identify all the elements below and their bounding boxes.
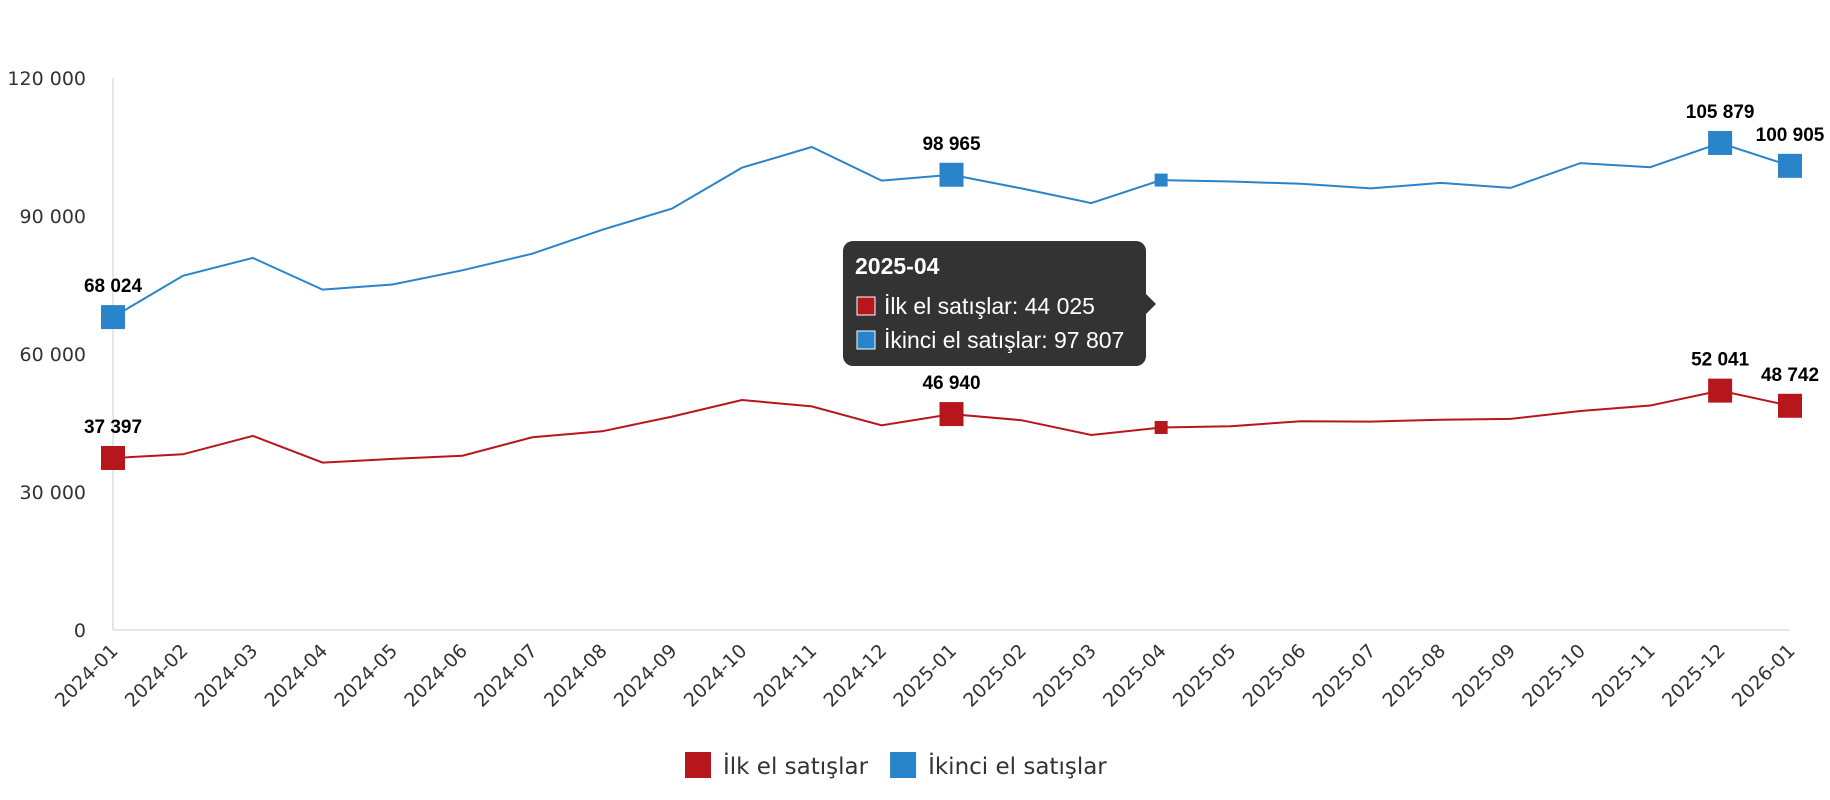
- x-tick-label: 2024-04: [260, 640, 332, 712]
- x-tick-label: 2024-03: [191, 640, 263, 712]
- tooltip-pointer: [1145, 293, 1156, 315]
- legend-swatch[interactable]: [890, 752, 917, 778]
- legend-item-label[interactable]: İkinci el satışlar: [928, 752, 1107, 780]
- x-tick-label: 2024-05: [330, 640, 402, 712]
- tooltip-box: [843, 241, 1146, 366]
- x-tick-label: 2025-03: [1029, 640, 1101, 712]
- x-tick-label: 2024-06: [400, 640, 472, 712]
- x-tick-label: 2025-12: [1658, 640, 1730, 712]
- data-marker[interactable]: [939, 402, 964, 427]
- x-tick-label: 2024-01: [51, 640, 123, 712]
- data-label: 52 041: [1691, 350, 1750, 371]
- data-markers[interactable]: [101, 130, 1802, 470]
- data-marker[interactable]: [101, 445, 125, 470]
- hover-marker[interactable]: [1154, 420, 1168, 434]
- x-tick-label: 2024-02: [121, 640, 193, 712]
- x-tick-label: 2024-07: [470, 640, 542, 712]
- data-marker[interactable]: [1778, 153, 1802, 178]
- data-marker[interactable]: [101, 305, 125, 330]
- data-marker[interactable]: [939, 162, 964, 187]
- legend[interactable]: İlk el satışlar İkinci el satışlar: [685, 752, 1107, 780]
- x-tick-label: 2025-10: [1518, 640, 1590, 712]
- x-tick-label: 2024-10: [680, 640, 752, 712]
- data-marker[interactable]: [1708, 378, 1733, 403]
- data-label: 37 397: [84, 417, 142, 438]
- x-tick-label: 2025-06: [1239, 640, 1311, 712]
- data-label: 100 905: [1756, 125, 1825, 146]
- x-tick-label: 2025-02: [959, 640, 1031, 712]
- x-tick-label: 2025-01: [889, 640, 961, 712]
- y-tick-label: 0: [74, 620, 86, 642]
- tooltip-swatch: [856, 330, 876, 350]
- data-label: 105 879: [1686, 102, 1755, 123]
- tooltip-title: 2025-04: [855, 253, 940, 279]
- data-marker[interactable]: [1708, 130, 1733, 155]
- y-tick-label: 90 000: [20, 206, 86, 228]
- tooltip: 2025-04 İlk el satışlar: 44 025 İkinci el …: [843, 241, 1156, 366]
- data-marker[interactable]: [1778, 393, 1802, 418]
- x-tick-label: 2025-09: [1448, 640, 1520, 712]
- data-label: 46 940: [922, 373, 980, 394]
- data-label: 68 024: [84, 276, 143, 297]
- x-tick-label: 2025-11: [1588, 640, 1660, 712]
- legend-swatch[interactable]: [685, 752, 711, 778]
- y-tick-label: 120 000: [7, 68, 86, 90]
- hover-marker[interactable]: [1154, 173, 1168, 187]
- x-tick-label: 2024-08: [540, 640, 612, 712]
- tooltip-row: İkinci el satışlar: 97 807: [884, 327, 1124, 353]
- x-tick-label: 2024-11: [750, 640, 822, 712]
- tooltip-swatch: [856, 296, 876, 316]
- data-labels: 37 397 46 940 52 041 48 742 68 024 98 965 105 …: [84, 102, 1825, 438]
- y-tick-label: 30 000: [20, 482, 86, 504]
- x-tick-label: 2025-07: [1309, 640, 1381, 712]
- x-tick-label: 2025-05: [1169, 640, 1241, 712]
- data-label: 48 742: [1761, 365, 1819, 386]
- x-tick-label: 2024-12: [819, 640, 891, 712]
- legend-item-label[interactable]: İlk el satışlar: [723, 752, 869, 780]
- series-line-1: [112, 389, 1791, 464]
- x-tick-label: 2025-04: [1099, 640, 1171, 712]
- x-tick-label: 2026-01: [1728, 640, 1800, 712]
- y-tick-label: 60 000: [20, 344, 86, 366]
- data-label: 98 965: [922, 134, 981, 155]
- x-tick-label: 2024-09: [610, 640, 682, 712]
- tooltip-row: İlk el satışlar: 44 025: [884, 293, 1095, 319]
- x-tick-label: 2025-08: [1378, 640, 1450, 712]
- axes: 0 30 000 60 000 90 000 120 000 2024-012024-02…: [7, 68, 1799, 712]
